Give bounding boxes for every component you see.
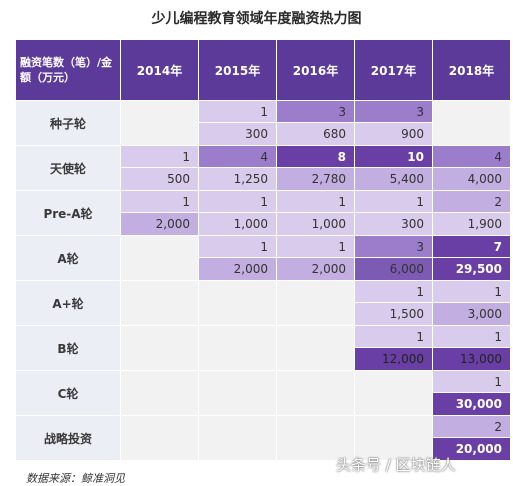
amount-cell: 30,000 bbox=[433, 393, 510, 415]
amount-cell: 1,000 bbox=[277, 213, 354, 235]
amount-cell: 12,000 bbox=[355, 348, 432, 370]
empty-cell bbox=[277, 416, 354, 460]
amount-cell: 1,500 bbox=[355, 303, 432, 325]
empty-cell bbox=[121, 371, 198, 415]
amount-cell: 1,250 bbox=[199, 168, 276, 190]
count-cell: 10 bbox=[355, 146, 432, 167]
count-cell: 3 bbox=[355, 236, 432, 257]
round-label: Pre-A轮 bbox=[16, 191, 120, 235]
count-cell: 1 bbox=[121, 146, 198, 167]
amount-cell: 2,780 bbox=[277, 168, 354, 190]
year-header: 2015年 bbox=[199, 40, 276, 100]
amount-cell: 4,000 bbox=[433, 168, 510, 190]
count-cell: 7 bbox=[433, 236, 510, 257]
empty-cell bbox=[199, 416, 276, 460]
round-label: B轮 bbox=[16, 326, 120, 370]
empty-cell bbox=[355, 371, 432, 415]
count-cell: 1 bbox=[433, 281, 510, 302]
amount-cell: 29,500 bbox=[433, 258, 510, 280]
amount-cell: 680 bbox=[277, 123, 354, 145]
chart-title: 少儿编程教育领域年度融资热力图 bbox=[151, 11, 362, 27]
amount-cell: 300 bbox=[355, 213, 432, 235]
empty-cell bbox=[199, 326, 276, 370]
round-label: 种子轮 bbox=[16, 101, 120, 145]
count-cell: 1 bbox=[355, 191, 432, 212]
empty-cell bbox=[121, 281, 198, 325]
count-cell: 2 bbox=[433, 416, 510, 437]
count-cell: 3 bbox=[355, 101, 432, 122]
year-header: 2016年 bbox=[277, 40, 354, 100]
empty-cell bbox=[355, 416, 432, 460]
amount-cell: 1,900 bbox=[433, 213, 510, 235]
year-header: 2014年 bbox=[121, 40, 198, 100]
empty-cell bbox=[199, 281, 276, 325]
round-label: 天使轮 bbox=[16, 146, 120, 190]
empty-cell bbox=[121, 326, 198, 370]
amount-cell: 500 bbox=[121, 168, 198, 190]
empty-cell bbox=[121, 236, 198, 280]
amount-cell: 5,400 bbox=[355, 168, 432, 190]
count-cell: 4 bbox=[433, 146, 510, 167]
count-cell: 4 bbox=[199, 146, 276, 167]
count-cell: 1 bbox=[121, 191, 198, 212]
year-header: 2017年 bbox=[355, 40, 432, 100]
count-cell: 1 bbox=[199, 191, 276, 212]
empty-cell bbox=[433, 101, 510, 145]
empty-cell bbox=[121, 101, 198, 145]
round-label: A轮 bbox=[16, 236, 120, 280]
amount-cell: 13,000 bbox=[433, 348, 510, 370]
count-cell: 1 bbox=[199, 236, 276, 257]
empty-cell bbox=[277, 281, 354, 325]
amount-cell: 20,000 bbox=[433, 438, 510, 460]
amount-cell: 900 bbox=[355, 123, 432, 145]
data-source-note: 数据来源：鲸准洞见 bbox=[26, 472, 125, 485]
amount-cell: 2,000 bbox=[199, 258, 276, 280]
amount-cell: 300 bbox=[199, 123, 276, 145]
count-cell: 1 bbox=[277, 191, 354, 212]
watermark: 头条号 / 区块链人 bbox=[336, 456, 456, 474]
count-cell: 1 bbox=[277, 236, 354, 257]
count-cell: 2 bbox=[433, 191, 510, 212]
amount-cell: 6,000 bbox=[355, 258, 432, 280]
round-label: C轮 bbox=[16, 371, 120, 415]
count-cell: 1 bbox=[355, 326, 432, 347]
corner-header: 融资笔数（笔）/金额（万元） bbox=[16, 40, 120, 100]
round-label: 战略投资 bbox=[16, 416, 120, 460]
year-header: 2018年 bbox=[433, 40, 510, 100]
count-cell: 1 bbox=[199, 101, 276, 122]
empty-cell bbox=[277, 326, 354, 370]
empty-cell bbox=[199, 371, 276, 415]
amount-cell: 2,000 bbox=[277, 258, 354, 280]
count-cell: 1 bbox=[433, 326, 510, 347]
empty-cell bbox=[121, 416, 198, 460]
amount-cell: 2,000 bbox=[121, 213, 198, 235]
count-cell: 1 bbox=[433, 371, 510, 392]
count-cell: 3 bbox=[277, 101, 354, 122]
count-cell: 8 bbox=[277, 146, 354, 167]
count-cell: 1 bbox=[355, 281, 432, 302]
empty-cell bbox=[277, 371, 354, 415]
round-label: A+轮 bbox=[16, 281, 120, 325]
amount-cell: 3,000 bbox=[433, 303, 510, 325]
amount-cell: 1,000 bbox=[199, 213, 276, 235]
